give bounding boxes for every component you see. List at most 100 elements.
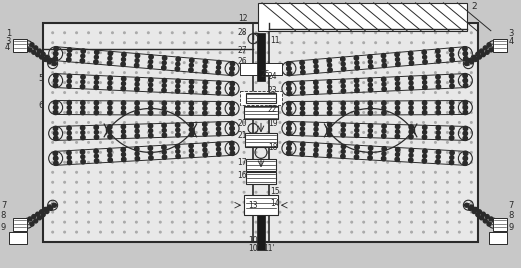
Circle shape [88,221,89,223]
Circle shape [183,181,185,183]
Circle shape [368,146,373,150]
Circle shape [387,152,388,153]
Circle shape [315,122,317,123]
Circle shape [464,151,468,156]
Circle shape [354,133,359,137]
Circle shape [76,112,78,113]
Circle shape [375,172,377,173]
Circle shape [487,222,491,226]
Circle shape [375,62,377,64]
Circle shape [300,111,305,116]
Circle shape [207,112,209,113]
Circle shape [351,52,353,54]
Circle shape [363,102,365,103]
Text: 6: 6 [39,100,44,110]
Circle shape [100,102,101,103]
Circle shape [279,32,281,34]
Circle shape [41,52,45,56]
Text: 11: 11 [270,36,279,45]
Circle shape [183,202,185,203]
Circle shape [34,219,38,223]
Circle shape [291,32,293,34]
Circle shape [52,231,54,233]
Circle shape [255,162,257,163]
Circle shape [301,147,304,151]
Circle shape [463,110,467,115]
Circle shape [183,32,185,34]
Circle shape [255,231,257,233]
Circle shape [300,132,305,136]
Circle shape [171,32,173,34]
Circle shape [219,172,221,173]
Circle shape [291,231,293,233]
Circle shape [176,128,180,132]
Circle shape [300,152,304,156]
Circle shape [279,202,281,203]
Circle shape [243,191,245,193]
Circle shape [327,211,329,213]
Circle shape [470,142,472,143]
Circle shape [339,142,341,143]
Circle shape [450,110,454,115]
Circle shape [159,152,161,153]
Circle shape [287,87,291,91]
Circle shape [339,72,341,73]
Circle shape [314,106,318,110]
Circle shape [315,82,317,83]
Circle shape [463,79,467,83]
Circle shape [479,49,483,53]
Circle shape [108,106,112,110]
Circle shape [327,72,329,73]
Circle shape [408,76,413,80]
Circle shape [159,181,161,183]
Circle shape [176,101,180,106]
Circle shape [450,126,454,130]
Circle shape [243,82,245,83]
Circle shape [303,172,305,173]
Circle shape [147,52,149,54]
Circle shape [159,142,161,143]
Circle shape [368,129,373,133]
Circle shape [159,231,161,233]
Circle shape [399,62,400,64]
Circle shape [291,132,293,133]
Circle shape [255,92,257,93]
Circle shape [423,149,427,153]
Circle shape [435,162,436,163]
Circle shape [472,55,476,59]
Circle shape [54,161,58,165]
Circle shape [375,32,377,34]
Circle shape [162,133,167,137]
Circle shape [450,58,454,62]
Circle shape [363,221,365,223]
Circle shape [207,82,209,83]
Circle shape [446,181,448,183]
Circle shape [411,202,412,203]
Circle shape [409,56,413,60]
Circle shape [341,133,345,137]
Circle shape [423,82,424,83]
Circle shape [351,102,353,103]
Circle shape [111,202,113,203]
Circle shape [147,211,149,213]
Circle shape [458,221,460,223]
Circle shape [315,162,317,163]
Circle shape [88,92,89,93]
Circle shape [351,172,353,173]
Circle shape [64,162,66,163]
Circle shape [375,112,377,113]
Circle shape [423,102,424,103]
Circle shape [48,58,53,62]
Circle shape [217,147,220,151]
Circle shape [314,143,318,147]
Circle shape [207,152,209,153]
Circle shape [183,82,185,83]
Circle shape [171,72,173,73]
Bar [244,195,278,215]
Text: 25: 25 [261,70,270,79]
Circle shape [195,172,197,173]
Circle shape [54,110,58,115]
Circle shape [463,83,468,88]
Bar [493,39,507,52]
Circle shape [111,211,113,213]
